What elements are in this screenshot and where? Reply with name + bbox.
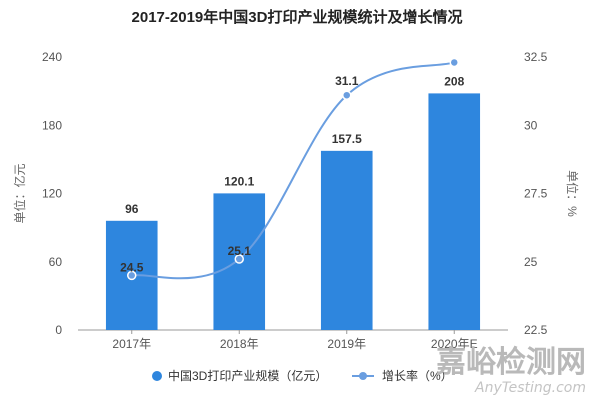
right-tick-label: 22.5 [524,323,548,337]
x-tick-label: 2018年 [220,337,259,351]
x-tick-label: 2020年E [431,337,478,351]
right-tick-label: 27.5 [524,187,548,201]
line-point [234,254,244,264]
legend-line-dot [359,372,367,380]
legend-bar-label: 中国3D打印产业规模（亿元） [168,368,327,383]
legend-line-label: 增长率（%） [382,368,453,383]
watermark-cn: 嘉峪检测网 [436,345,586,380]
line-value-label: 25.1 [228,244,252,258]
watermark-en: AnyTesting.com [474,380,586,396]
bar [428,93,481,331]
right-tick-label: 30 [524,118,538,132]
left-tick-label: 120 [42,187,62,201]
line-value-label: 24.5 [120,260,144,274]
right-tick-label: 32.5 [524,50,548,64]
bar-value-label: 120.1 [224,174,254,188]
line-point [127,270,137,281]
legend-bar-marker [152,371,162,381]
bar-value-label: 157.5 [332,132,362,146]
right-tick-label: 25 [524,255,538,269]
line-point [342,90,352,100]
left-axis-title: 单位：亿元 [12,163,27,223]
x-tick-label: 2017年 [112,337,151,351]
left-tick-label: 0 [55,323,62,337]
left-axis-ticks: 0 60 120 180 240 [42,50,62,337]
right-axis-title: 单位：% [565,170,580,217]
bar-value-label: 96 [125,202,139,216]
watermark: 嘉峪检测网 AnyTesting.com [436,345,586,396]
right-axis-ticks: 22.5 25 27.5 30 32.5 [524,50,548,337]
bar-series: 96 120.1 157.5 208 [105,74,481,331]
line-series: 24.5 25.1 31.1 [120,57,459,281]
chart-title: 2017-2019年中国3D打印产业规模统计及增长情况 [132,8,463,26]
x-axis-ticks: 2017年 2018年 2019年 2020年E [112,330,478,351]
legend: 中国3D打印产业规模（亿元） 增长率（%） [152,368,453,383]
x-tick-label: 2019年 [327,337,366,351]
bar [320,150,373,330]
line-value-label: 31.1 [335,74,359,88]
bar-value-label: 208 [444,74,464,88]
growth-line [131,61,455,280]
left-tick-label: 240 [42,50,62,64]
left-tick-label: 60 [49,255,63,269]
left-tick-label: 180 [42,118,62,132]
line-point [449,57,459,68]
